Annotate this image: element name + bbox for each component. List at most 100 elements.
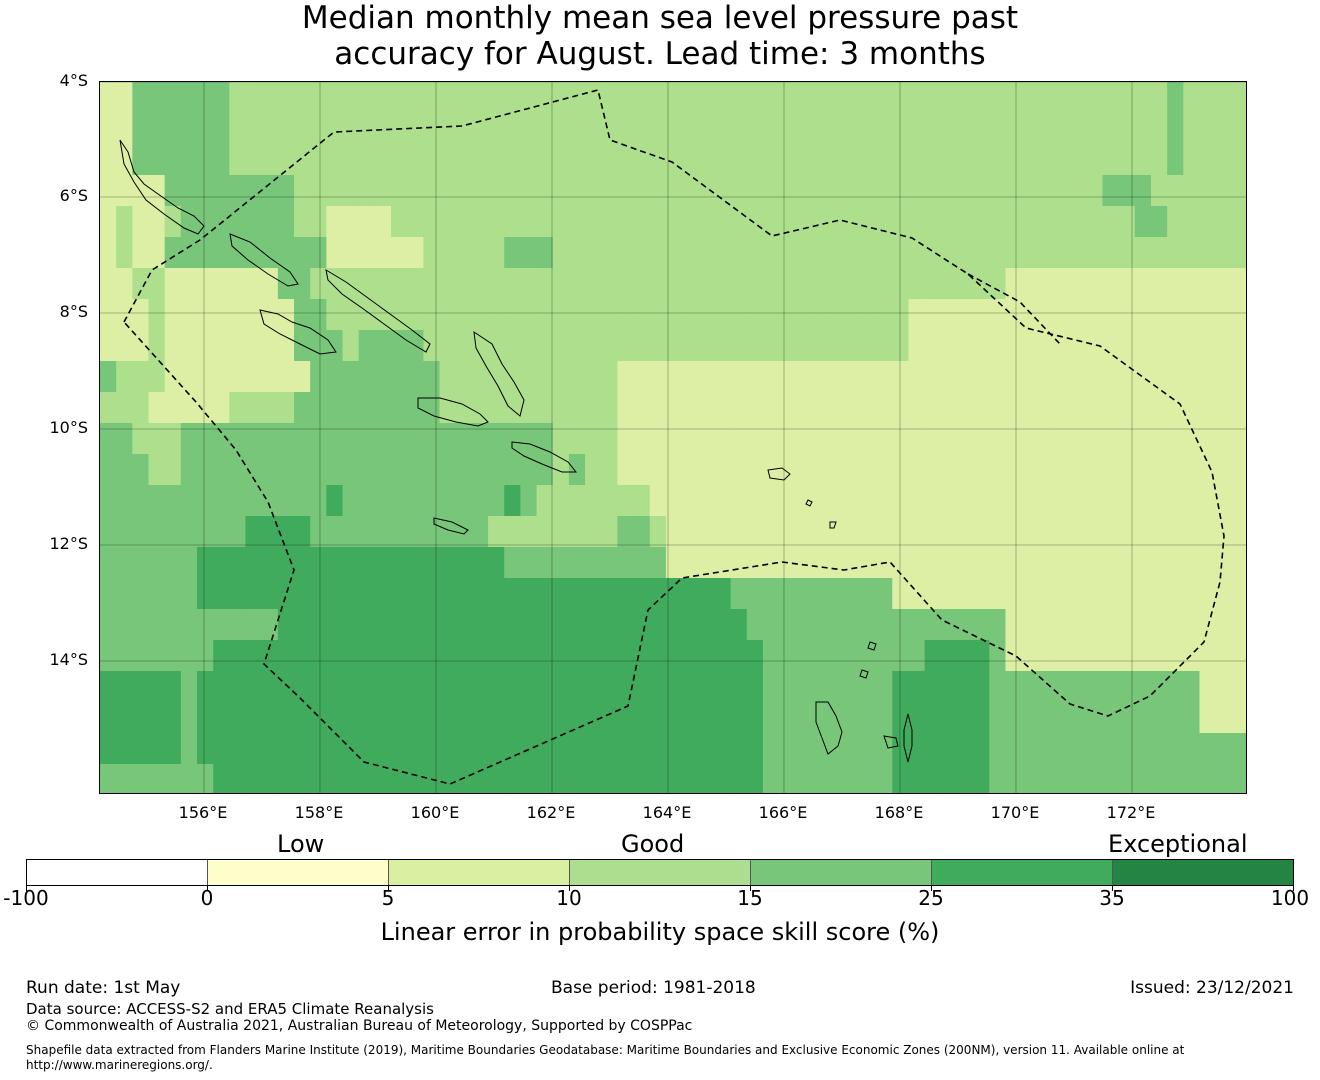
map-panel [99, 81, 1247, 794]
grid-cell [100, 82, 117, 114]
grid-cell [762, 113, 780, 145]
grid-cell [956, 206, 974, 238]
grid-cell [779, 516, 796, 548]
grid-cell [1199, 702, 1217, 734]
grid-cell [908, 144, 926, 176]
grid-cell [164, 547, 182, 579]
grid-cell [698, 547, 716, 579]
grid-cell [261, 764, 279, 793]
grid-cell [391, 268, 408, 300]
grid-cell [1199, 392, 1217, 424]
grid-cell [698, 423, 716, 455]
grid-cell [908, 206, 926, 238]
grid-cell [730, 485, 748, 517]
grid-cell [649, 578, 667, 610]
grid-cell [1053, 733, 1071, 765]
grid-cell [633, 733, 651, 765]
grid-cell [455, 423, 473, 455]
grid-cell [859, 237, 877, 269]
grid-cell [585, 237, 602, 269]
grid-cell [1086, 702, 1104, 734]
grid-cell [568, 702, 586, 734]
grid-cell [649, 764, 667, 793]
grid-cell [633, 206, 651, 238]
grid-cell [973, 237, 990, 269]
grid-cell [1118, 392, 1136, 424]
grid-cell [536, 640, 554, 672]
grid-cell [649, 144, 667, 176]
grid-cell [552, 423, 570, 455]
grid-cell [423, 671, 441, 703]
grid-cell [617, 764, 635, 793]
grid-cell [439, 454, 457, 486]
grid-cell [1086, 733, 1104, 765]
grid-cell [730, 175, 748, 207]
grid-cell [116, 82, 133, 114]
grid-cell [423, 206, 441, 238]
grid-cell [358, 268, 376, 300]
grid-cell [391, 485, 408, 517]
grid-cell [229, 82, 247, 114]
grid-cell [1183, 82, 1201, 114]
grid-cell [633, 113, 651, 145]
grid-cell [649, 702, 667, 734]
grid-cell [940, 485, 958, 517]
grid-cell [730, 733, 748, 765]
grid-cell [439, 423, 457, 455]
grid-cell [1021, 764, 1039, 793]
grid-cell [876, 206, 893, 238]
grid-cell [504, 764, 521, 793]
grid-cell [1102, 764, 1120, 793]
grid-cell [342, 485, 360, 517]
grid-cell [1037, 640, 1055, 672]
grid-cell [908, 454, 926, 486]
grid-cell [1005, 330, 1023, 362]
grid-cell [843, 113, 861, 145]
grid-cell [795, 764, 813, 793]
grid-cell [197, 578, 214, 610]
grid-cell [1134, 237, 1152, 269]
grid-cell [1021, 578, 1039, 610]
grid-cell [956, 237, 974, 269]
grid-cell [391, 516, 408, 548]
grid-cell [649, 609, 667, 641]
grid-cell [1231, 640, 1246, 672]
grid-cell [698, 237, 716, 269]
grid-cell [795, 516, 813, 548]
grid-cell [1118, 516, 1136, 548]
grid-cell [698, 485, 716, 517]
grid-cell [601, 299, 619, 331]
grid-cell [504, 640, 521, 672]
grid-cell [1231, 423, 1246, 455]
grid-cell [245, 361, 263, 393]
grid-cell [714, 640, 732, 672]
grid-cell [471, 237, 489, 269]
grid-cell [439, 640, 457, 672]
grid-cell [1199, 268, 1217, 300]
grid-cell [1183, 423, 1201, 455]
grid-cell [116, 764, 133, 793]
grid-cell [795, 423, 813, 455]
grid-cell [132, 702, 150, 734]
grid-cell [1134, 671, 1152, 703]
grid-cell [682, 733, 699, 765]
grid-cell [1070, 299, 1087, 331]
grid-cell [1086, 144, 1104, 176]
grid-cell [471, 113, 489, 145]
grid-cell [1231, 113, 1246, 145]
grid-cell [730, 144, 748, 176]
grid-cell [294, 330, 311, 362]
grid-cell [1102, 733, 1120, 765]
grid-cell [116, 702, 133, 734]
grid-cell [116, 733, 133, 765]
grid-cell [795, 485, 813, 517]
grid-cell [439, 206, 457, 238]
grid-cell [423, 609, 441, 641]
grid-cell [1199, 82, 1217, 114]
grid-cell [908, 392, 926, 424]
grid-cell [1005, 702, 1023, 734]
grid-cell [795, 609, 813, 641]
grid-cell [649, 392, 667, 424]
grid-cell [649, 268, 667, 300]
grid-cell [488, 516, 505, 548]
